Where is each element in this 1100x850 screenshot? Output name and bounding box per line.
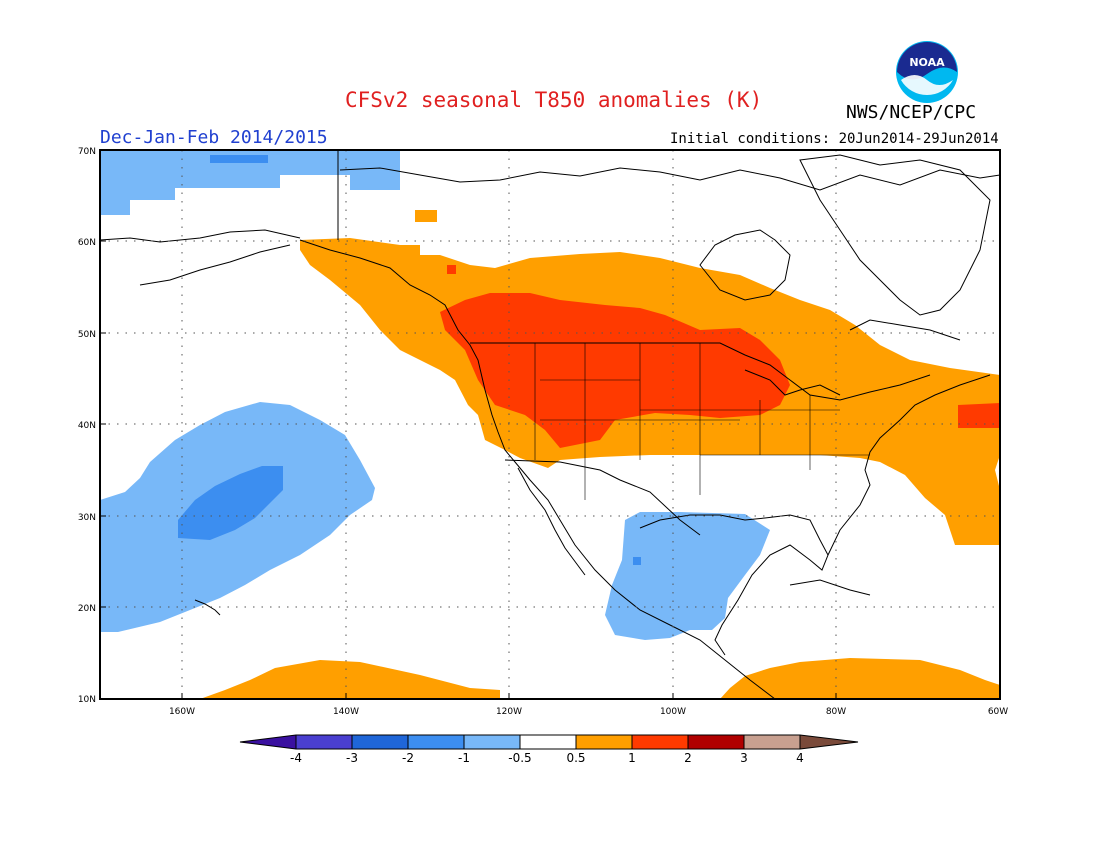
colorbar-bin bbox=[520, 735, 576, 749]
coast-east bbox=[827, 374, 991, 556]
lat-label: 40N bbox=[78, 421, 96, 431]
lat-label: 20N bbox=[78, 604, 96, 614]
noaa-logo: NOAA bbox=[896, 41, 958, 103]
coast-baja bbox=[517, 467, 586, 576]
coast-alaska-peninsula bbox=[139, 244, 291, 286]
logo-text: NOAA bbox=[909, 56, 945, 69]
tick-marks bbox=[100, 149, 837, 699]
colorbar-bin bbox=[576, 735, 632, 749]
coast-alaska bbox=[100, 229, 301, 243]
longitude-labels: 160W 140W 120W 100W 80W 60W bbox=[169, 707, 1008, 717]
colorbar-tick-label: -0.5 bbox=[508, 751, 531, 765]
border-us-mexico bbox=[504, 459, 701, 536]
anomaly-region-pacific-core bbox=[178, 466, 283, 540]
colorbar: -4 -3 -2 -1 -0.5 0.5 1 2 3 4 bbox=[239, 734, 859, 765]
anomaly-region-bering-negative bbox=[100, 150, 400, 215]
great-lakes bbox=[744, 369, 841, 396]
coastlines bbox=[100, 150, 1000, 699]
colorbar-tick-label: 4 bbox=[796, 751, 804, 765]
anomaly-region-tropical-pacific-positive bbox=[200, 660, 500, 699]
colorbar-bin bbox=[632, 735, 688, 749]
initial-conditions-label: Initial conditions: 20Jun2014-29Jun2014 bbox=[670, 131, 999, 147]
hawaii bbox=[194, 599, 221, 616]
coast-west-north-america bbox=[299, 239, 776, 699]
colorbar-tick-label: 3 bbox=[740, 751, 748, 765]
lat-label: 50N bbox=[78, 330, 96, 340]
lat-label: 30N bbox=[78, 513, 96, 523]
lon-label: 60W bbox=[988, 707, 1008, 717]
lon-label: 80W bbox=[826, 707, 846, 717]
colorbar-tick-label: -4 bbox=[290, 751, 302, 765]
anomaly-spot-yukon bbox=[447, 265, 456, 274]
colorbar-tick-label: 2 bbox=[684, 751, 692, 765]
colorbar-tick-label: -3 bbox=[346, 751, 358, 765]
anomaly-region-atlantic-red bbox=[958, 403, 1000, 428]
anomaly-region-red-core bbox=[440, 293, 790, 448]
coast-hudson bbox=[699, 229, 791, 301]
lon-label: 120W bbox=[496, 707, 522, 717]
anomaly-region-caribbean-positive bbox=[720, 658, 1000, 699]
anomaly-region-bering-core bbox=[210, 155, 268, 163]
colorbar-bin bbox=[408, 735, 464, 749]
colorbar-tick-label: -1 bbox=[458, 751, 470, 765]
lat-label: 60N bbox=[78, 238, 96, 248]
colorbar-tick-label: 1 bbox=[628, 751, 636, 765]
colorbar-max-arrow bbox=[800, 735, 858, 749]
colorbar-min-arrow bbox=[240, 735, 296, 749]
colorbar-tick-label: 0.5 bbox=[566, 751, 585, 765]
cuba bbox=[789, 579, 871, 596]
lat-label: 70N bbox=[78, 147, 96, 157]
colorbar-bin bbox=[688, 735, 744, 749]
lon-label: 100W bbox=[660, 707, 686, 717]
anomaly-spot-mexico bbox=[633, 557, 641, 565]
season-label: Dec-Jan-Feb 2014/2015 bbox=[100, 127, 328, 148]
anomaly-spot-arctic bbox=[415, 210, 437, 222]
border-us-canada bbox=[470, 342, 931, 401]
anomaly-region-mexico-negative bbox=[605, 512, 770, 640]
colorbar-tick-label: -2 bbox=[402, 751, 414, 765]
colorbar-bin bbox=[296, 735, 352, 749]
colorbar-bin bbox=[352, 735, 408, 749]
coast-greenland bbox=[799, 154, 991, 316]
state-lines bbox=[534, 343, 870, 500]
coast-labrador bbox=[849, 319, 961, 341]
lon-label: 160W bbox=[169, 707, 195, 717]
colorbar-bin bbox=[744, 735, 800, 749]
colorbar-bin bbox=[464, 735, 520, 749]
lon-label: 140W bbox=[333, 707, 359, 717]
lat-label: 10N bbox=[78, 695, 96, 705]
latitude-labels: 70N 60N 50N 40N 30N 20N 10N bbox=[78, 147, 96, 705]
agency-label: NWS/NCEP/CPC bbox=[846, 102, 977, 123]
coast-arctic bbox=[339, 167, 1000, 191]
chart-title: CFSv2 seasonal T850 anomalies (K) bbox=[345, 88, 763, 112]
anomaly-shading bbox=[100, 150, 1000, 699]
